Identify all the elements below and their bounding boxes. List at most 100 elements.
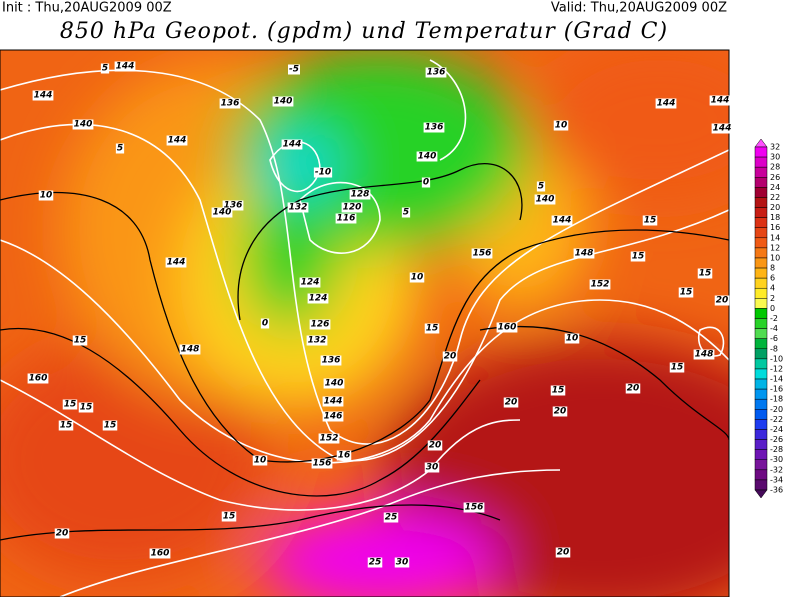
colorbar-swatch [754,348,768,360]
colorbar-swatch [754,177,768,188]
contour-label-bg [383,512,399,523]
contour-label-bg [551,215,573,226]
contour-label-bg [642,215,658,226]
contour-label: 128 [351,190,370,200]
contour-label: 140 [274,97,293,107]
contour-label: 144 [116,62,135,72]
colorbar-swatch [754,469,768,481]
colorbar-swatch [754,409,768,420]
contour-label-bg [442,351,458,362]
contour-label: 20 [554,407,567,417]
colorbar-swatch [754,318,768,329]
colorbar-label: 22 [770,193,780,202]
contour-label: 144 [168,136,187,146]
contour-label-bg [260,318,270,329]
contour-label-bg [149,548,171,559]
contour-label-bg [552,406,568,417]
contour-label-bg [625,383,641,394]
contour-label: 15 [671,363,684,373]
contour-label: 144 [167,258,186,268]
contour-label: 136 [425,123,444,133]
contour-label-bg [349,189,371,200]
contour-label: 15 [644,216,657,226]
colorbar-swatch [754,146,768,158]
contour-label: 140 [74,120,93,130]
contour-label: 30 [396,558,409,568]
contour-label-bg [307,293,329,304]
contour-label: 136 [224,201,243,211]
contour-label-bg [287,202,309,213]
contour-label-bg [165,257,187,268]
contour-label-bg [311,458,333,469]
contour-label-bg [394,557,410,568]
colorbar-swatch [754,338,768,350]
colorbar-label: -10 [770,354,783,363]
contour-label-bg [32,90,54,101]
contour-label-bg [102,420,118,431]
colorbar-label: -26 [770,435,783,444]
contour-label-bg [100,63,110,74]
contour-label-bg [550,385,566,396]
contour-label: 0 [423,178,429,188]
contour-label-bg [252,455,268,466]
contour-label: 140 [325,379,344,389]
contour-label: 156 [313,459,332,469]
contour-label: 15 [426,324,439,334]
contour-label-bg [166,135,188,146]
contour-label-bg [54,528,70,539]
contour-label: 15 [74,336,87,346]
colorbar-swatch [754,479,768,491]
contour-label: 132 [289,203,308,213]
contour-label-bg [711,123,733,134]
contour-label: 148 [575,249,594,259]
colorbar-swatch [754,227,768,239]
contour-label-bg [72,335,88,346]
contour-label: 15 [680,288,693,298]
contour-label-bg [669,362,685,373]
colorbar-label: 20 [770,203,780,212]
colorbar-swatch [754,207,768,218]
contour-label-bg [306,335,328,346]
contour-label-bg [58,420,74,431]
contour-label-bg [564,333,580,344]
init-time: Init : Thu,20AUG2009 00Z [2,1,172,16]
colorbar-swatch [754,398,768,410]
contour-label-bg [335,213,357,224]
contour-label: 144 [713,124,732,134]
contour-label: 15 [552,386,565,396]
colorbar-label: -34 [770,475,783,484]
contour-label-bg [424,323,440,334]
contour-label-bg [211,207,233,218]
contour-label-bg [299,277,321,288]
colorbar-label: 0 [770,304,775,313]
contour-label-bg [555,547,571,558]
colorbar-label: 28 [770,163,780,172]
colorbar-swatch [754,277,768,289]
contour-label-bg [409,272,425,283]
colorbar-swatch [754,287,768,299]
colorbar-label: 18 [770,213,780,222]
contour-label: 136 [427,68,446,78]
colorbar-swatch [754,197,768,208]
contour-label-bg [336,450,352,461]
contour-label-bg [421,177,431,188]
contour-label: 15 [64,400,77,410]
contour-label-bg [503,397,519,408]
contour-label-bg [221,511,237,522]
colorbar-label: 14 [770,233,780,242]
contour-label-bg [471,248,493,259]
contour-label-bg [709,95,731,106]
colorbar-swatch [754,439,768,450]
contour-label-bg [115,143,125,154]
colorbar-label: 6 [770,274,775,283]
colorbar-swatch [754,217,768,228]
contour-label: 15 [80,403,93,413]
contour-label-bg [38,190,54,201]
colorbar: 32302826242220181614121086420-2-4-6-8-10… [754,138,783,499]
contour-label: 20 [56,529,69,539]
colorbar-swatch [754,449,768,460]
contour-label-bg [427,440,443,451]
contour-label: 140 [418,152,437,162]
colorbar-swatch [754,429,768,440]
